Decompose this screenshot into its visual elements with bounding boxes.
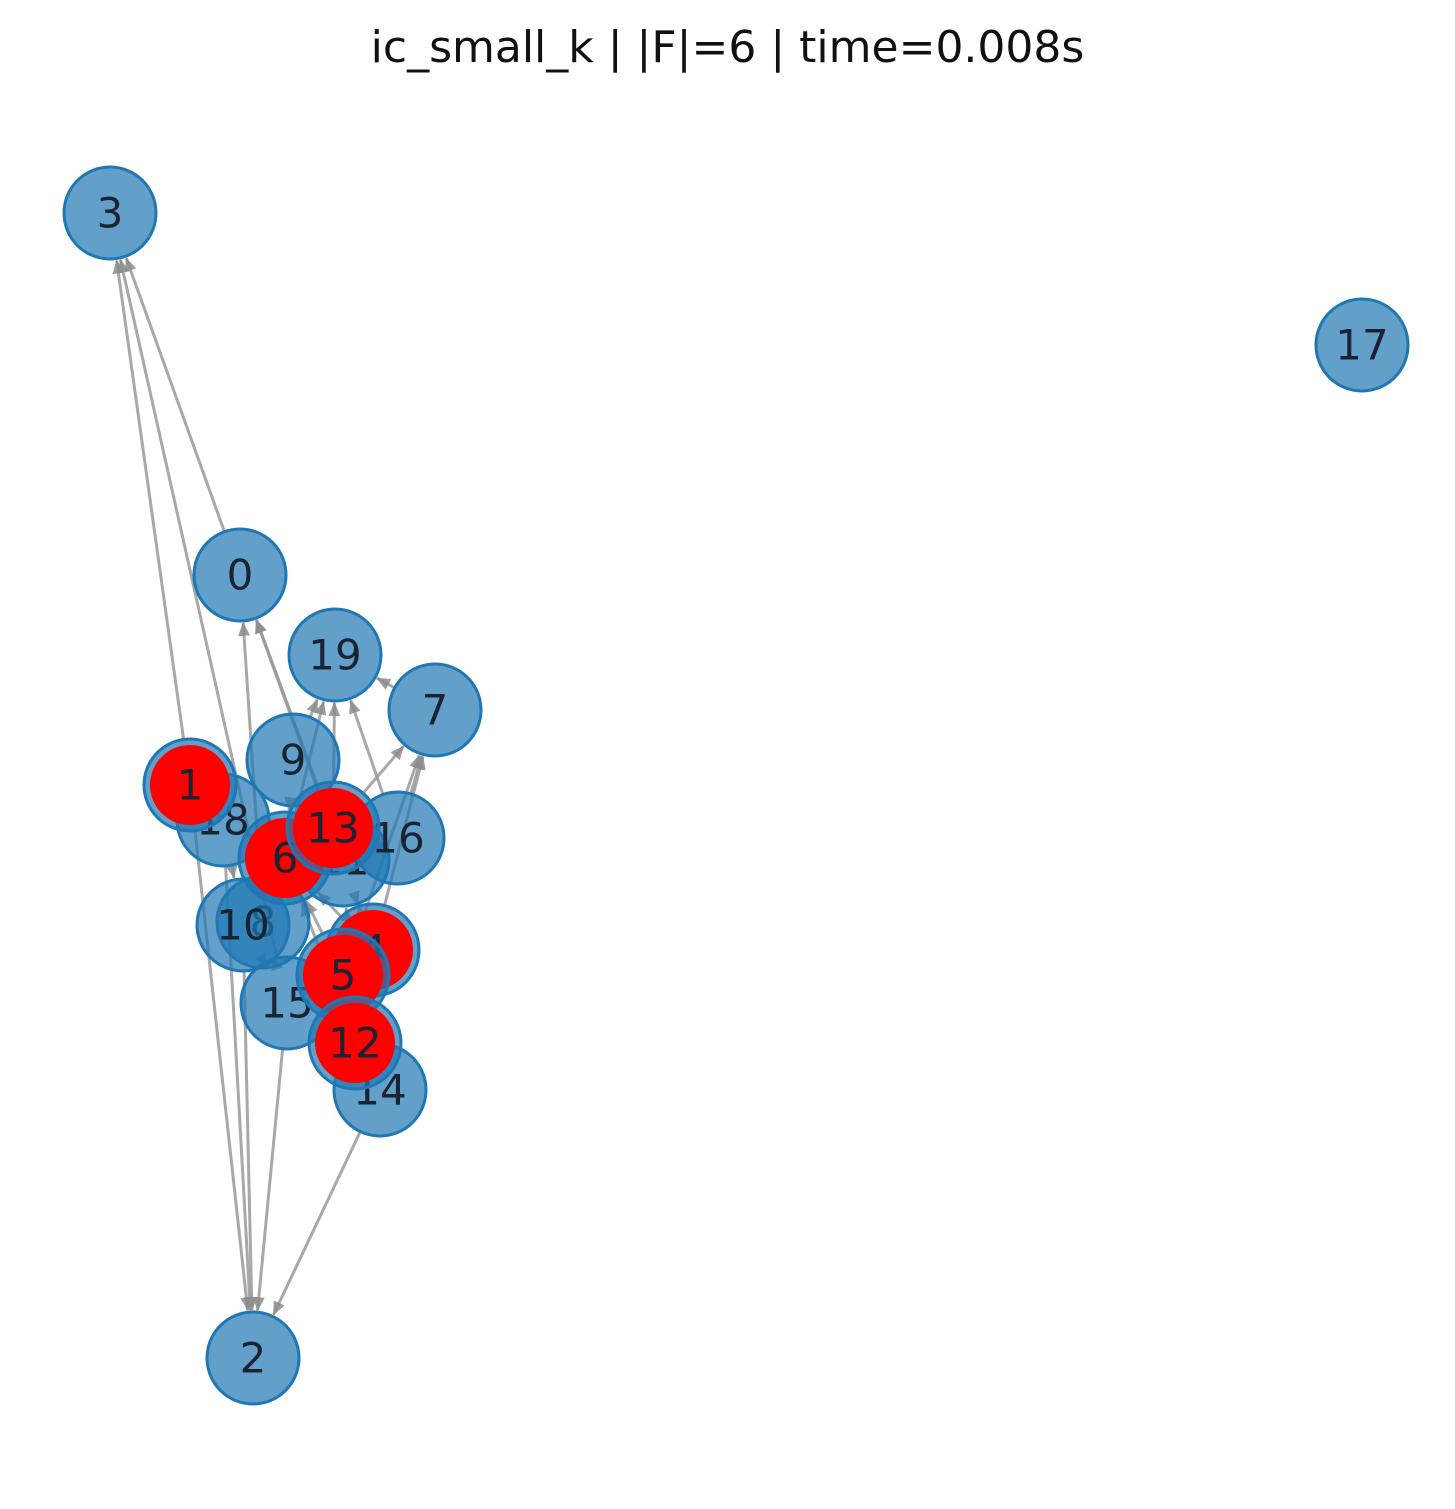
node-circle-3 [62,165,158,261]
node-5: 5 [295,927,391,1023]
node-label-13: 13 [306,804,359,853]
node-17: 17 [1314,297,1410,393]
seed-marker-13 [293,788,373,868]
edge-7-to-19 [376,676,396,690]
chart-title: ic_small_k | |F|=6 | time=0.008s [370,22,1085,73]
node-label-19: 19 [308,631,361,680]
seed-marker-5 [303,935,383,1015]
node-label-1: 1 [177,761,204,810]
node-circle-0 [192,527,288,623]
node-label-9: 9 [280,736,307,785]
node-label-16: 16 [371,814,424,863]
edge-1-to-3 [112,259,186,740]
node-7: 7 [387,662,483,758]
node-label-0: 0 [227,551,254,600]
edge-14-to-2 [272,1130,362,1316]
node-19: 19 [287,607,383,703]
node-label-12: 12 [328,1019,381,1068]
edge-0-to-3 [124,257,226,533]
node-circle-7 [387,662,483,758]
node-label-10: 10 [216,901,269,950]
node-3: 3 [62,165,158,261]
node-circle-17 [1314,297,1410,393]
seed-marker-1 [150,745,230,825]
edge-9-to-19 [306,698,319,718]
node-0: 0 [192,527,288,623]
edge-10-to-2 [242,970,258,1312]
node-label-2: 2 [240,1334,267,1383]
node-label-3: 3 [97,189,124,238]
node-circle-2 [205,1310,301,1406]
node-1: 1 [142,737,238,833]
node-10: 10 [195,877,291,973]
node-circle-19 [287,607,383,703]
edge-16-to-19 [349,699,385,795]
edge-18-to-10 [225,863,238,879]
node-12: 12 [307,995,403,1091]
nodes-layer: 023789101114151617181914561213 [62,165,1410,1406]
edge-13-to-7 [361,745,405,795]
node-label-5: 5 [330,951,357,1000]
node-13: 13 [285,780,381,876]
node-2: 2 [205,1310,301,1406]
node-9: 9 [245,712,341,808]
seed-marker-12 [315,1003,395,1083]
edge-15-to-2 [252,1048,285,1312]
node-label-7: 7 [422,686,449,735]
node-label-17: 17 [1335,321,1388,370]
